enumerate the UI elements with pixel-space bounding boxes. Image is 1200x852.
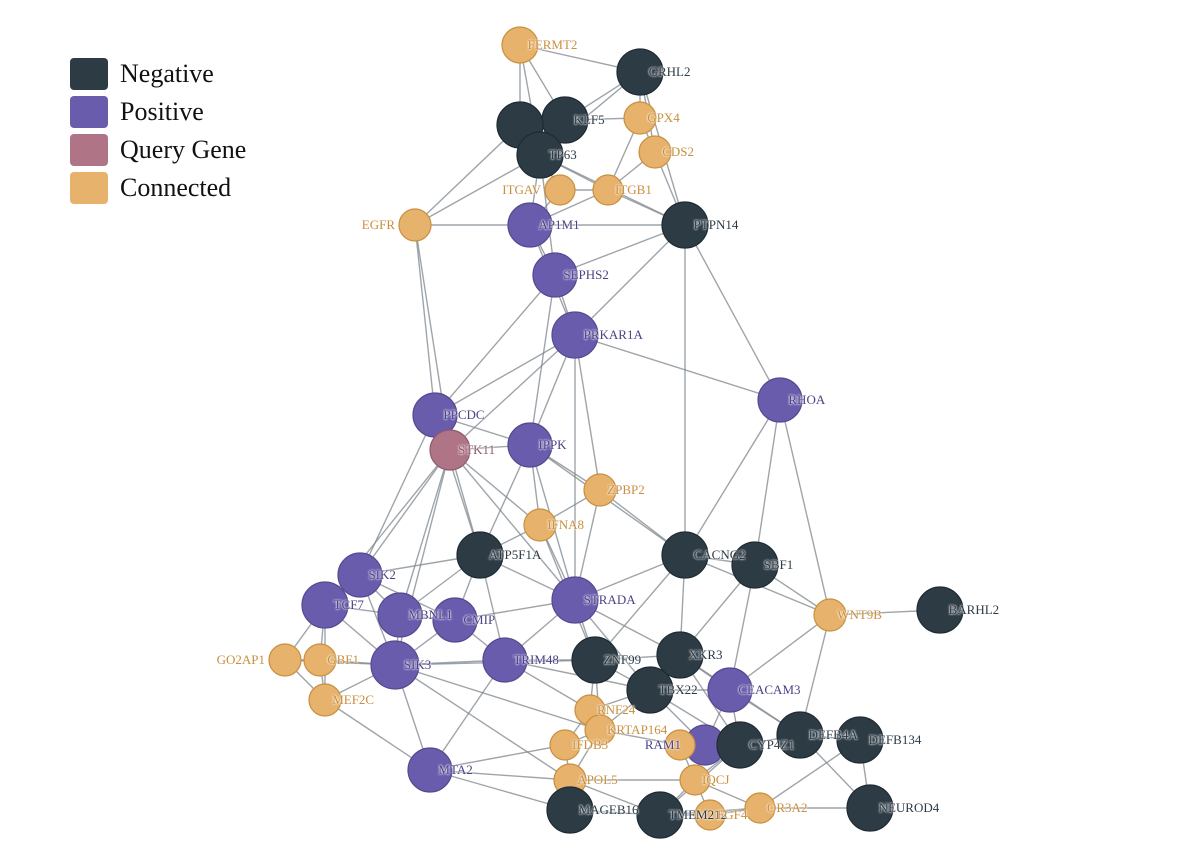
- node-FERMT2[interactable]: [502, 27, 538, 63]
- legend-row: Query Gene: [70, 134, 246, 166]
- node-TMEM212[interactable]: [637, 792, 683, 838]
- node-IFNA8[interactable]: [524, 509, 556, 541]
- node-GPX4[interactable]: [624, 102, 656, 134]
- node-DEFB134[interactable]: [837, 717, 883, 763]
- legend-label: Connected: [120, 173, 231, 203]
- node-OR3A2[interactable]: [745, 793, 775, 823]
- node-BARHL2[interactable]: [917, 587, 963, 633]
- node-CYP4Z1[interactable]: [717, 722, 763, 768]
- node-ATP5F1A[interactable]: [457, 532, 503, 578]
- legend-label: Positive: [120, 97, 204, 127]
- node-IPPK[interactable]: [508, 423, 552, 467]
- node-TBX22[interactable]: [627, 667, 673, 713]
- node-GBF1[interactable]: [304, 644, 336, 676]
- node-CMIP[interactable]: [433, 598, 477, 642]
- node-TRIM48[interactable]: [483, 638, 527, 682]
- node-SEPHS2[interactable]: [533, 253, 577, 297]
- legend-swatch: [70, 134, 108, 166]
- legend: Negative Positive Query Gene Connected: [70, 58, 246, 210]
- node-AP1M1[interactable]: [508, 203, 552, 247]
- node-NEUROD4[interactable]: [847, 785, 893, 831]
- edges-group: [285, 45, 940, 815]
- legend-swatch: [70, 58, 108, 90]
- legend-label: Query Gene: [120, 135, 246, 165]
- legend-row: Negative: [70, 58, 246, 90]
- node-GRHL2[interactable]: [617, 49, 663, 95]
- node-ITGB1[interactable]: [593, 175, 623, 205]
- node-MTA2[interactable]: [408, 748, 452, 792]
- node-KRTAP164[interactable]: [585, 715, 615, 745]
- node-MAGEB16[interactable]: [547, 787, 593, 833]
- legend-row: Positive: [70, 96, 246, 128]
- node-ZNF99[interactable]: [572, 637, 618, 683]
- node-DEFB4A[interactable]: [777, 712, 823, 758]
- node-TP63[interactable]: [517, 132, 563, 178]
- edge: [780, 400, 830, 615]
- node-RAM1c[interactable]: [665, 730, 695, 760]
- node-MBNL1[interactable]: [378, 593, 422, 637]
- node-CDS2[interactable]: [639, 136, 671, 168]
- node-SIK3[interactable]: [371, 641, 419, 689]
- edge: [685, 400, 780, 555]
- node-TCF7[interactable]: [302, 582, 348, 628]
- legend-swatch: [70, 172, 108, 204]
- node-PRKAR1A[interactable]: [552, 312, 598, 358]
- edge: [755, 400, 780, 565]
- node-EGFR[interactable]: [399, 209, 431, 241]
- node-PTPN14[interactable]: [662, 202, 708, 248]
- node-SBF1[interactable]: [732, 542, 778, 588]
- node-ITGAV[interactable]: [545, 175, 575, 205]
- node-ZPBP2[interactable]: [584, 474, 616, 506]
- node-WNT9B[interactable]: [814, 599, 846, 631]
- node-CEACAM3[interactable]: [708, 668, 752, 712]
- node-IFDB3[interactable]: [550, 730, 580, 760]
- node-GO2AP1[interactable]: [269, 644, 301, 676]
- edge: [435, 335, 575, 415]
- node-CACNG2[interactable]: [662, 532, 708, 578]
- edge: [415, 225, 435, 415]
- node-STK11[interactable]: [430, 430, 470, 470]
- legend-label: Negative: [120, 59, 214, 89]
- edge: [360, 450, 450, 575]
- node-SIK2[interactable]: [338, 553, 382, 597]
- legend-swatch: [70, 96, 108, 128]
- network-canvas: NegativePositiveQuery GeneConnected FERM…: [0, 0, 1200, 852]
- legend-row: Connected: [70, 172, 246, 204]
- node-MEF2C[interactable]: [309, 684, 341, 716]
- node-RHOA[interactable]: [758, 378, 802, 422]
- node-FGF4[interactable]: [695, 800, 725, 830]
- node-STRADA[interactable]: [552, 577, 598, 623]
- node-IQCJ[interactable]: [680, 765, 710, 795]
